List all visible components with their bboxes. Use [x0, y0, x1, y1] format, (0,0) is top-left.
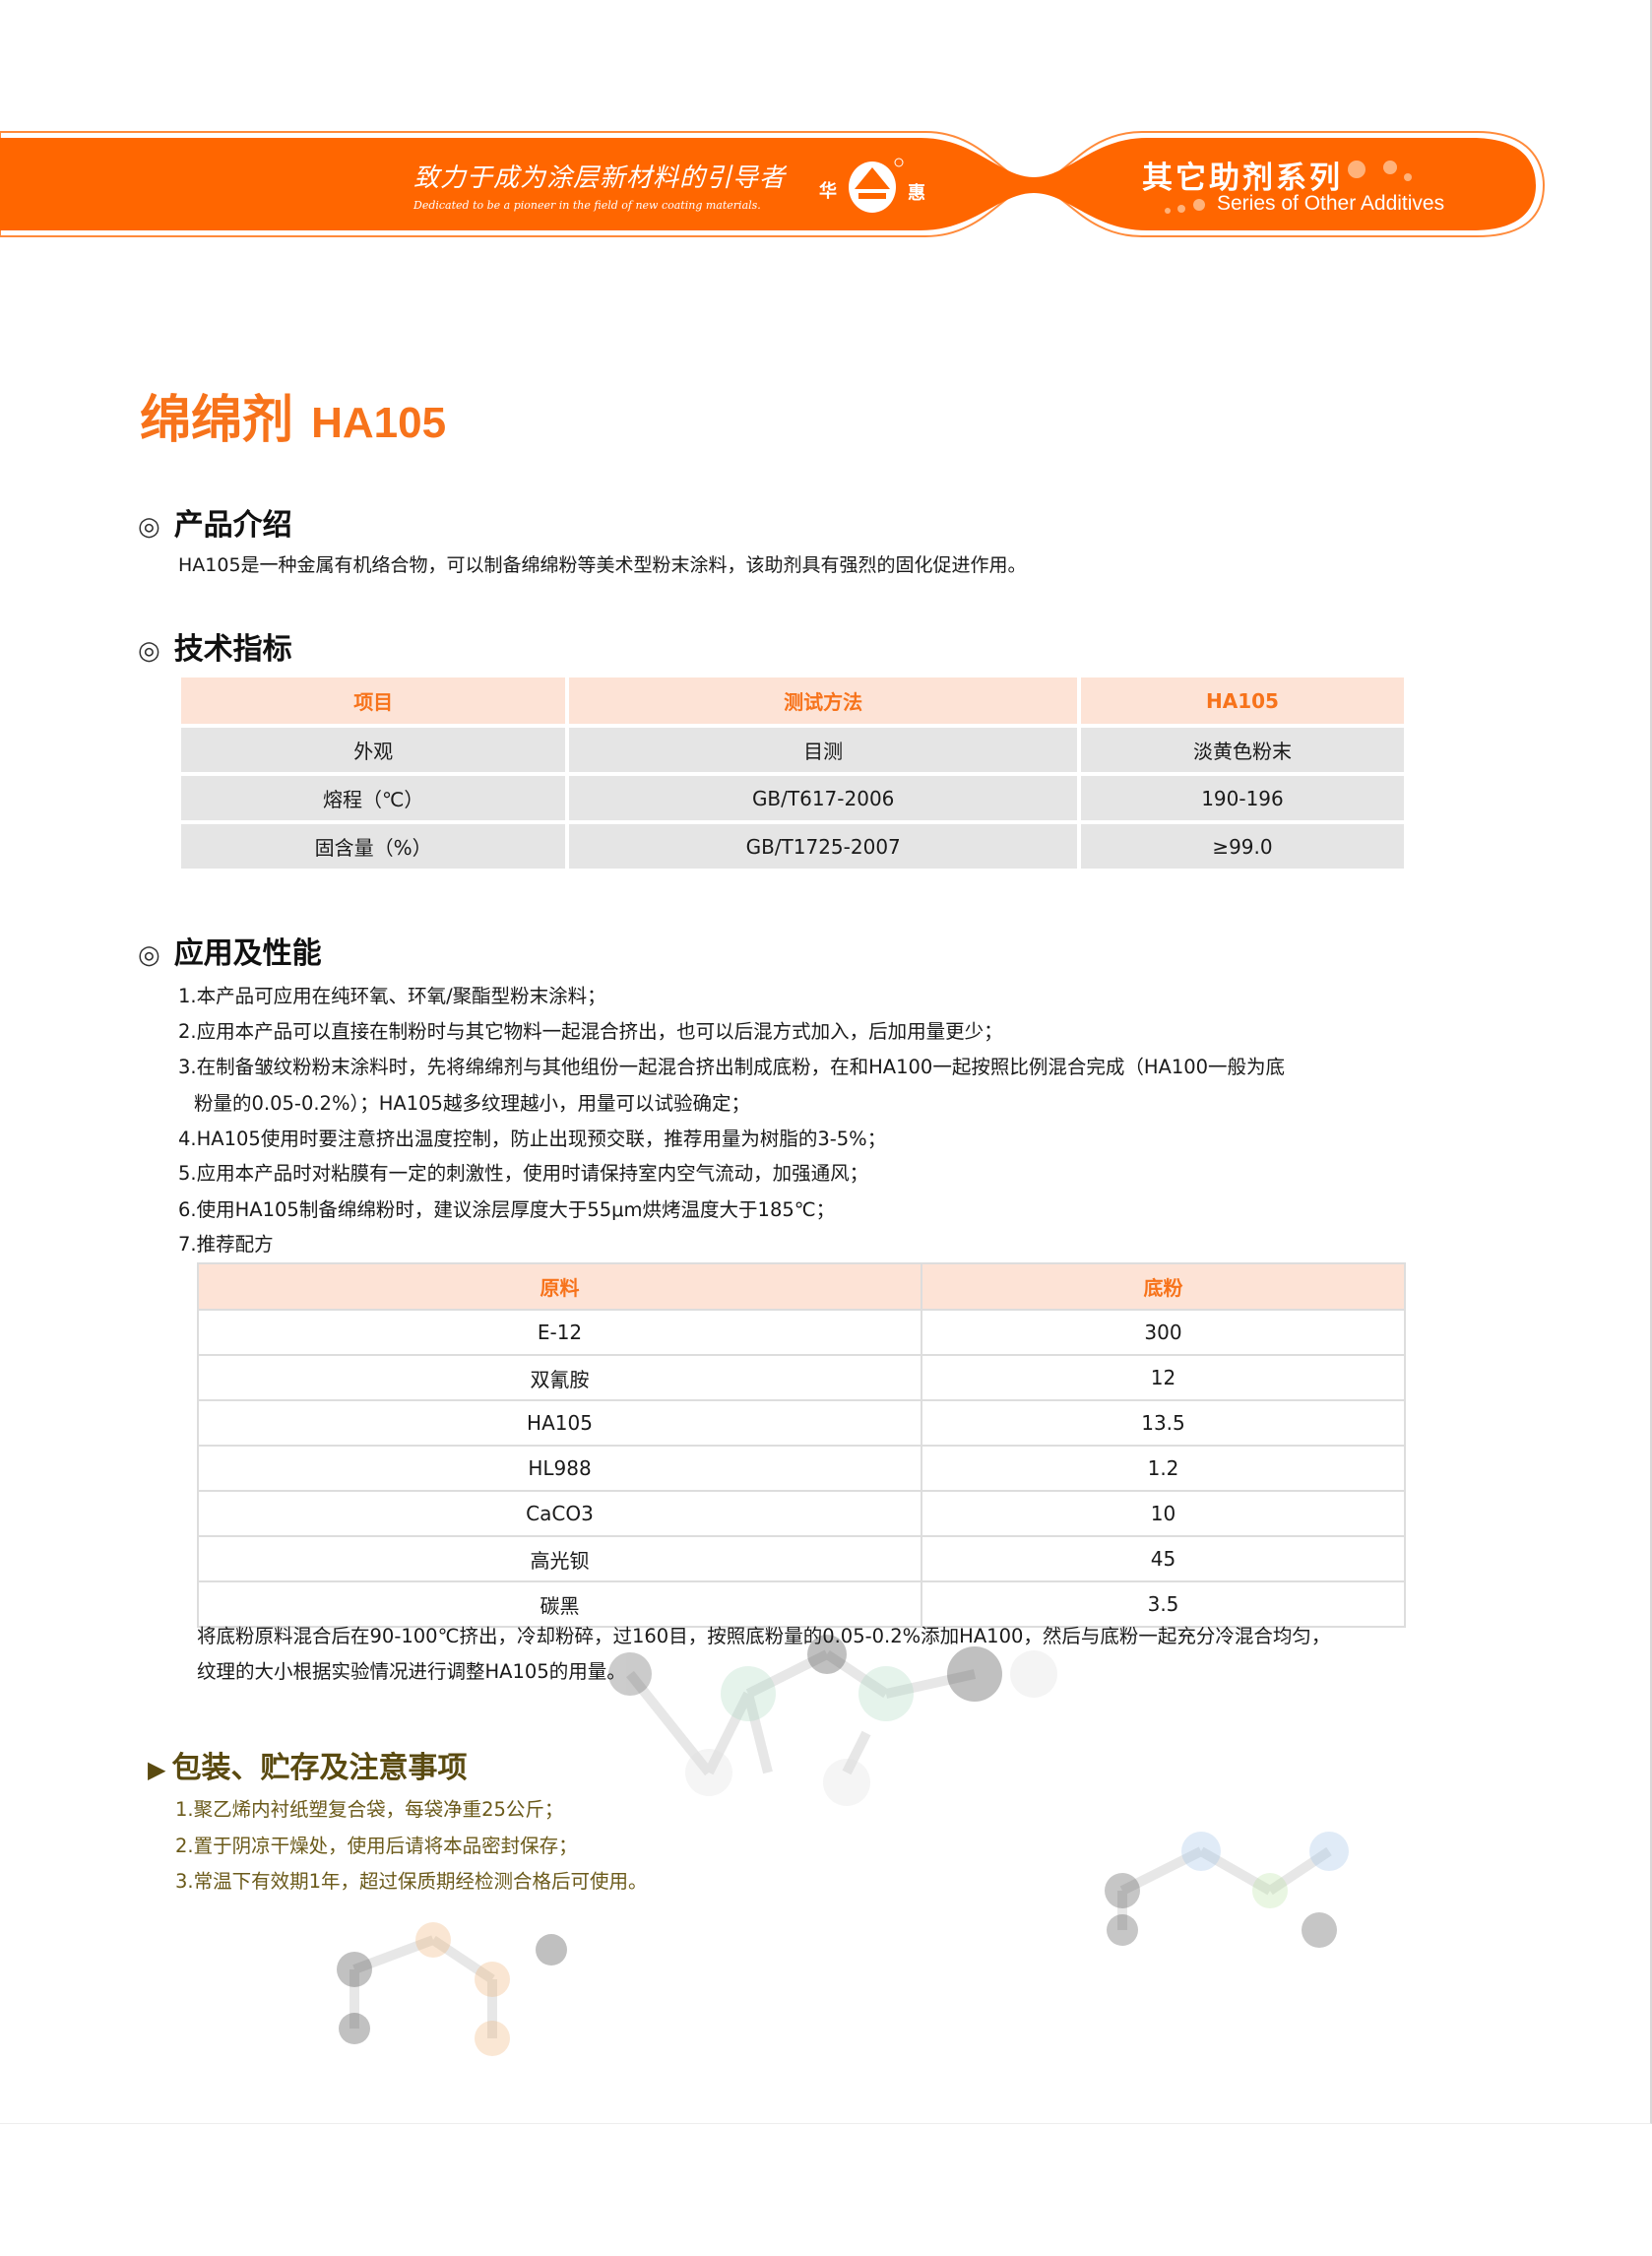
table-cell: HA105: [196, 1399, 923, 1447]
table-row: 熔程（℃） GB/T617-2006 190-196: [181, 776, 1404, 820]
formula-table: 原料 底粉 E-12 300 双氰胺 12 HA105 13.5 HL988 1.2 C…: [196, 1262, 1406, 1628]
table-cell: E-12: [196, 1309, 923, 1356]
table-row: 双氰胺 12: [196, 1354, 1406, 1401]
list-item: 6.使用HA105制备绵绵粉时，建议涂层厚度大于55μm烘烤温度大于185℃；: [178, 1198, 836, 1221]
table-cell: ≥99.0: [1080, 824, 1404, 869]
table-row: 高光钡 45: [196, 1535, 1406, 1582]
table-row: 外观 目测 淡黄色粉末: [181, 728, 1404, 772]
list-item: 5.应用本产品时对粘膜有一定的刺激性，使用时请保持室内空气流动，加强通风；: [178, 1162, 869, 1185]
section-heading-intro: ◎ 产品介绍: [138, 508, 292, 543]
table-cell: 12: [921, 1354, 1406, 1401]
table-header-row: 原料 底粉: [196, 1262, 1406, 1311]
table-cell: 10: [921, 1490, 1406, 1537]
double-circle-icon: ◎: [138, 636, 160, 666]
table-cell: 300: [921, 1309, 1406, 1356]
company-logo: 华 惠: [819, 158, 929, 217]
column-header: 原料: [196, 1262, 923, 1311]
table-cell: 碳黑: [196, 1580, 923, 1628]
list-item: 3.常温下有效期1年，超过保质期经检测合格后可使用。: [175, 1870, 648, 1893]
column-header: 底粉: [921, 1262, 1406, 1311]
table-row: E-12 300: [196, 1309, 1406, 1356]
double-circle-icon: ◎: [138, 512, 160, 542]
slogan-cn: 致力于成为涂层新材料的引导者: [413, 163, 787, 193]
list-item: 7.推荐配方: [178, 1233, 274, 1256]
list-item: 1.聚乙烯内衬纸塑复合袋，每袋净重25公斤；: [175, 1798, 564, 1821]
decorative-dots-icon: [1165, 161, 1412, 214]
table-cell: 1.2: [921, 1445, 1406, 1492]
column-header: HA105: [1080, 677, 1404, 724]
table-cell: GB/T617-2006: [569, 776, 1077, 820]
table-cell: GB/T1725-2007: [569, 824, 1077, 869]
table-cell: 目测: [569, 728, 1077, 772]
section-heading-specs: ◎ 技术指标: [138, 632, 292, 667]
table-row: 固含量（%） GB/T1725-2007 ≥99.0: [181, 824, 1404, 869]
table-cell: 3.5: [921, 1580, 1406, 1628]
section-heading-application: ◎ 应用及性能: [138, 936, 322, 971]
table-cell: 熔程（℃）: [181, 776, 566, 820]
table-row: 碳黑 3.5: [196, 1580, 1406, 1628]
table-header-row: 项目 测试方法 HA105: [181, 677, 1404, 724]
slogan-en: Dedicated to be a pioneer in the field o…: [413, 199, 761, 212]
table-row: HA105 13.5: [196, 1399, 1406, 1447]
table-row: HL988 1.2: [196, 1445, 1406, 1492]
formula-note: 将底粉原料混合后在90-100℃挤出，冷却粉碎，过160目，按照底粉量的0.05…: [197, 1625, 1331, 1647]
formula-note: 纹理的大小根据实验情况进行调整HA105的用量。: [197, 1660, 626, 1683]
table-row: CaCO3 10: [196, 1490, 1406, 1537]
column-header: 项目: [181, 677, 566, 724]
table-cell: CaCO3: [196, 1490, 923, 1537]
logo-emblem-icon: [849, 158, 904, 213]
table-cell: 190-196: [1080, 776, 1404, 820]
list-item: 2.应用本产品可以直接在制粉时与其它物料一起混合挤出，也可以后混方式加入，后加用…: [178, 1020, 1003, 1043]
table-cell: 13.5: [921, 1399, 1406, 1447]
table-cell: 高光钡: [196, 1535, 923, 1582]
double-circle-icon: ◎: [138, 940, 160, 970]
table-cell: 固含量（%）: [181, 824, 566, 869]
list-item-continuation: 粉量的0.05-0.2%）；HA105越多纹理越小，用量可以试验确定；: [194, 1092, 750, 1115]
page-border: [0, 0, 1652, 2124]
intro-text: HA105是一种金属有机络合物，可以制备绵绵粉等美术型粉末涂料，该助剂具有强烈的…: [178, 554, 1027, 576]
triangle-right-icon: ▶: [148, 1756, 166, 1783]
list-item: 2.置于阴凉干燥处，使用后请将本品密封保存；: [175, 1835, 578, 1857]
table-cell: 双氰胺: [196, 1354, 923, 1401]
list-item: 3.在制备皱纹粉粉末涂料时，先将绵绵剂与其他组份一起混合挤出制成底粉，在和HA1…: [178, 1056, 1286, 1078]
list-item: 1.本产品可应用在纯环氧、环氧/聚酯型粉末涂料；: [178, 985, 606, 1007]
table-cell: 淡黄色粉末: [1080, 728, 1404, 772]
table-cell: 45: [921, 1535, 1406, 1582]
header-band: [0, 131, 1546, 237]
column-header: 测试方法: [569, 677, 1077, 724]
table-cell: HL988: [196, 1445, 923, 1492]
table-cell: 外观: [181, 728, 566, 772]
section-heading-packaging: ▶ 包装、贮存及注意事项: [148, 1751, 468, 1785]
product-title: 绵绵剂 HA105: [140, 391, 447, 450]
list-item: 4.HA105使用时要注意挤出温度控制，防止出现预交联，推荐用量为树脂的3-5%…: [178, 1128, 887, 1150]
series-title-en: Series of Other Additives: [1217, 192, 1445, 215]
specs-table: 项目 测试方法 HA105 外观 目测 淡黄色粉末 熔程（℃） GB/T617-200…: [177, 674, 1408, 872]
series-title-cn: 其它助剂系列: [1142, 161, 1343, 196]
